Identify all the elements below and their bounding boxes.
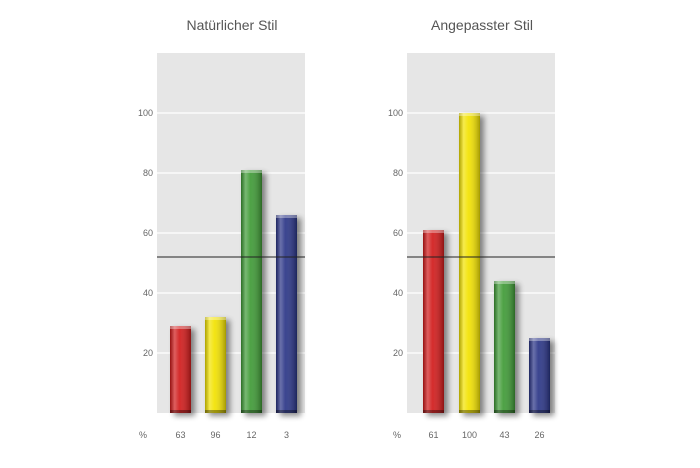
y-tick-label: 60 — [143, 228, 153, 238]
bar-shine — [423, 230, 444, 413]
footer-value-label: 3 — [284, 430, 289, 440]
bar-bottom-bevel — [241, 410, 262, 413]
y-tick-label: 100 — [388, 108, 403, 118]
bar — [423, 230, 444, 413]
bar-top-bevel — [241, 170, 262, 173]
bar-shine — [459, 113, 480, 413]
chart-natuerlicher-stil: Natürlicher Stil 20 40 60 80 100 % 63 96 12 3 — [138, 17, 305, 440]
y-tick-label: 40 — [143, 288, 153, 298]
bar-bottom-bevel — [276, 410, 297, 413]
y-tick-label: 20 — [393, 348, 403, 358]
bar — [170, 326, 191, 413]
chart-title: Angepasster Stil — [431, 17, 533, 33]
footer-labels: 61 100 43 26 — [428, 430, 544, 440]
chart-title: Natürlicher Stil — [186, 17, 277, 33]
footer-unit-label: % — [139, 430, 147, 440]
footer-labels: 63 96 12 3 — [175, 430, 289, 440]
bar — [205, 317, 226, 413]
bar-shine — [205, 317, 226, 413]
chart-plot: 20 40 60 80 100 — [138, 53, 305, 413]
bar — [241, 170, 262, 413]
footer-value-label: 12 — [246, 430, 256, 440]
bar-shine — [170, 326, 191, 413]
footer-unit-label: % — [393, 430, 401, 440]
bar-shine — [241, 170, 262, 413]
footer-value-label: 61 — [428, 430, 438, 440]
bar-bottom-bevel — [459, 410, 480, 413]
y-tick-label: 60 — [393, 228, 403, 238]
bar-shine — [529, 338, 550, 413]
bar-top-bevel — [459, 113, 480, 116]
bar-bottom-bevel — [529, 410, 550, 413]
footer-value-label: 96 — [210, 430, 220, 440]
bar — [529, 338, 550, 413]
bar-top-bevel — [205, 317, 226, 320]
bar-top-bevel — [529, 338, 550, 341]
bar-bottom-bevel — [170, 410, 191, 413]
bar-top-bevel — [170, 326, 191, 329]
footer-value-label: 26 — [534, 430, 544, 440]
bar — [276, 215, 297, 413]
footer-value-label: 43 — [499, 430, 509, 440]
bar-shine — [276, 215, 297, 413]
bar-bottom-bevel — [494, 410, 515, 413]
bar-top-bevel — [494, 281, 515, 284]
y-tick-label: 40 — [393, 288, 403, 298]
chart-angepasster-stil: Angepasster Stil 20 40 60 80 100 % 61 100 43 26 — [388, 17, 555, 440]
chart-plot: 20 40 60 80 100 — [388, 53, 555, 413]
bar-top-bevel — [276, 215, 297, 218]
y-tick-label: 100 — [138, 108, 153, 118]
bar — [459, 113, 480, 413]
footer-value-label: 100 — [462, 430, 477, 440]
footer-value-label: 63 — [175, 430, 185, 440]
bar — [494, 281, 515, 413]
bar-bottom-bevel — [423, 410, 444, 413]
bar-bottom-bevel — [205, 410, 226, 413]
y-tick-label: 80 — [393, 168, 403, 178]
y-tick-label: 20 — [143, 348, 153, 358]
bar-shine — [494, 281, 515, 413]
bar-top-bevel — [423, 230, 444, 233]
y-tick-label: 80 — [143, 168, 153, 178]
